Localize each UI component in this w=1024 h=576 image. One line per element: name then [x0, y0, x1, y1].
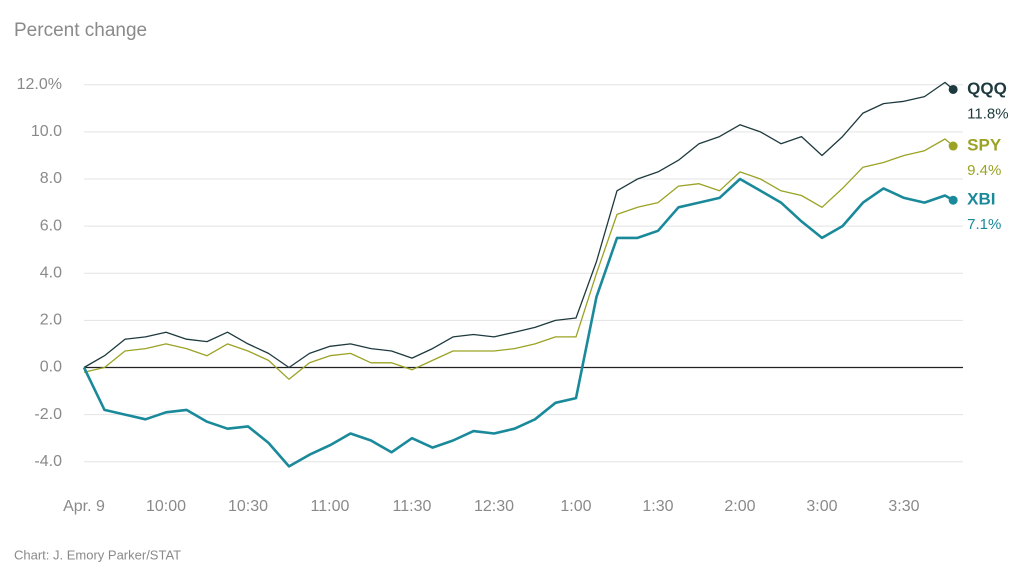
y-tick-label: 4.0 — [40, 264, 62, 281]
value-label: 11.8% — [967, 105, 1008, 122]
x-tick-label: 12:30 — [474, 498, 514, 515]
x-tick-label: 3:00 — [806, 498, 837, 515]
x-tick-label: 3:30 — [888, 498, 919, 515]
y-tick-label: 10.0 — [31, 123, 62, 140]
value-label: 7.1% — [967, 216, 1001, 233]
x-tick-label: 1:00 — [560, 498, 591, 515]
x-tick-label: 11:30 — [393, 498, 432, 515]
series-label: QQQ — [967, 79, 1007, 98]
end-dot — [948, 84, 958, 94]
series-line — [83, 138, 954, 380]
x-tick-label: 2:00 — [724, 498, 755, 515]
series-label: XBI — [967, 190, 995, 209]
x-tick-label: 10:00 — [146, 498, 186, 515]
x-tick-label: Apr. 9 — [63, 498, 105, 515]
y-tick-label: 0.0 — [40, 359, 62, 376]
y-axis-label: Percent change — [14, 20, 147, 41]
x-tick-label: 11:00 — [311, 498, 350, 515]
y-tick-label: 6.0 — [40, 217, 62, 234]
x-tick-label: 1:30 — [642, 498, 673, 515]
y-tick-label: 12.0% — [17, 76, 62, 93]
x-tick-label: 10:30 — [228, 498, 268, 515]
end-dot — [948, 141, 958, 151]
series-line — [83, 81, 954, 369]
value-label: 9.4% — [967, 162, 1001, 179]
y-tick-label: 8.0 — [40, 170, 62, 187]
y-tick-label: -4.0 — [34, 453, 62, 470]
end-dot — [948, 195, 958, 205]
y-tick-label: 2.0 — [40, 312, 62, 329]
source: Chart: J. Emory Parker/STAT — [14, 547, 181, 562]
series-line — [82, 177, 954, 468]
y-tick-label: -2.0 — [34, 406, 62, 423]
series-label: SPY — [967, 136, 1002, 155]
